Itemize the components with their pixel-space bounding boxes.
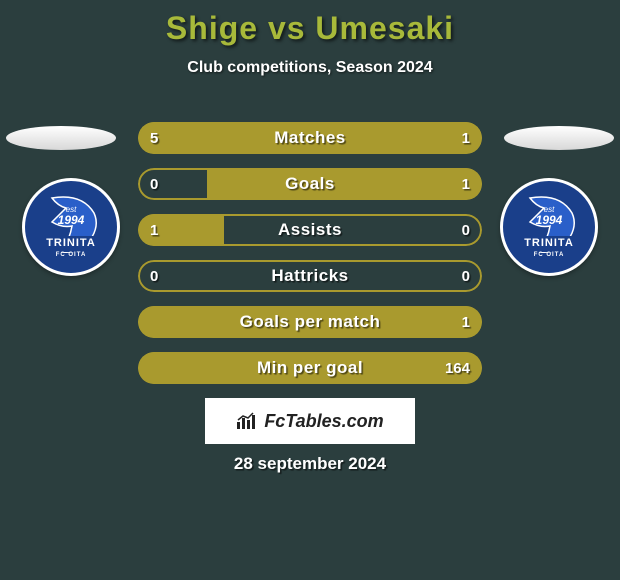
- brand-box[interactable]: FcTables.com: [205, 398, 415, 444]
- stat-row-min-per-goal: 164Min per goal: [138, 352, 482, 384]
- brand-text: FcTables.com: [264, 411, 383, 432]
- player-left-ellipse: [6, 126, 116, 150]
- bar-label: Min per goal: [138, 352, 482, 384]
- bar-label: Hattricks: [138, 260, 482, 292]
- content-root: Shige vs Umesaki Club competitions, Seas…: [0, 0, 620, 580]
- trinita-logo-icon: est 1994 TRINITA FC OITA: [500, 178, 598, 276]
- bar-label: Goals: [138, 168, 482, 200]
- page-title: Shige vs Umesaki: [0, 0, 620, 47]
- stat-row-matches: 51Matches: [138, 122, 482, 154]
- comparison-bars: 51Matches 01Goals 10Assists 00Hattricks 1Goa…: [138, 122, 482, 398]
- club-logo-right: est 1994 TRINITA FC OITA: [500, 178, 598, 276]
- bar-label: Goals per match: [138, 306, 482, 338]
- svg-text:FC OITA: FC OITA: [534, 252, 565, 258]
- bar-label: Matches: [138, 122, 482, 154]
- svg-text:FC OITA: FC OITA: [56, 252, 87, 258]
- trinita-logo-icon: est 1994 TRINITA FC OITA: [22, 178, 120, 276]
- svg-text:1994: 1994: [536, 213, 563, 227]
- chart-icon: [236, 412, 258, 430]
- svg-text:TRINITA: TRINITA: [46, 237, 96, 249]
- bar-label: Assists: [138, 214, 482, 246]
- svg-text:TRINITA: TRINITA: [524, 237, 574, 249]
- subtitle: Club competitions, Season 2024: [0, 59, 620, 77]
- stat-row-goals: 01Goals: [138, 168, 482, 200]
- player-right-ellipse: [504, 126, 614, 150]
- stat-row-goals-per-match: 1Goals per match: [138, 306, 482, 338]
- stat-row-hattricks: 00Hattricks: [138, 260, 482, 292]
- stat-row-assists: 10Assists: [138, 214, 482, 246]
- svg-text:1994: 1994: [58, 213, 85, 227]
- club-logo-left: est 1994 TRINITA FC OITA: [22, 178, 120, 276]
- date-text: 28 september 2024: [0, 454, 620, 474]
